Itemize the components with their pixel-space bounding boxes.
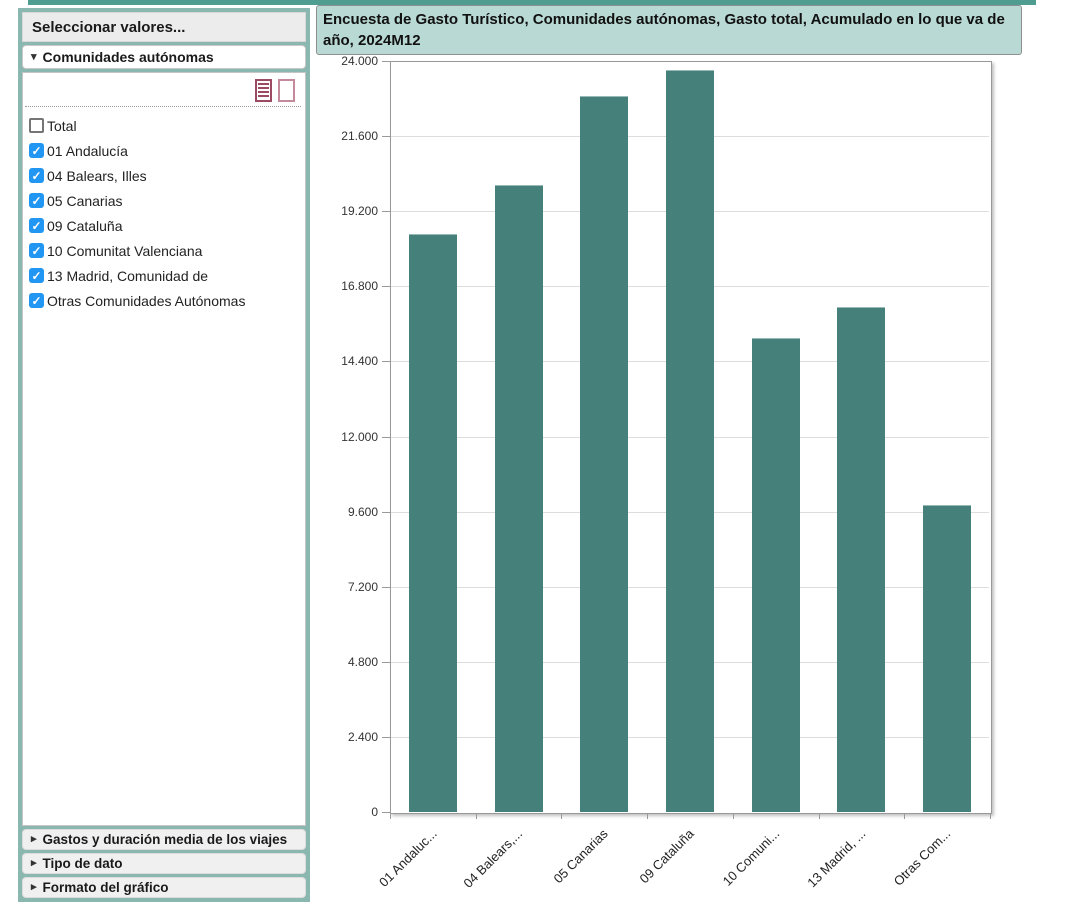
checkbox-row[interactable]: ✓ 05 Canarias (29, 188, 305, 213)
chevron-right-icon: ▸ (31, 881, 37, 893)
y-axis-tick-label: 14.400 (341, 354, 378, 369)
x-axis-tick (732, 813, 734, 819)
checkbox-row[interactable]: ✓ 10 Comunitat Valenciana (29, 238, 305, 263)
y-axis-tick-label: 2.400 (347, 729, 378, 744)
checkbox-label: 01 Andalucía (47, 142, 128, 159)
x-axis-tick (475, 813, 477, 819)
checkbox-list: Total ✓ 01 Andalucía ✓ 04 Balears, Illes ✓ 05 … (23, 111, 305, 313)
bar[interactable] (408, 234, 457, 812)
selection-sidebar: Seleccionar valores... ▾ Comunidades aut… (18, 8, 310, 902)
x-axis-tick (561, 813, 563, 819)
section-comunidades-autonomas[interactable]: ▾ Comunidades autónomas (22, 45, 306, 69)
checkbox-row[interactable]: Total (29, 113, 305, 138)
x-axis-tick-label: Otras Com... (891, 826, 954, 889)
top-accent-strip (28, 0, 1036, 5)
y-axis-tick-label: 7.200 (347, 579, 378, 594)
chevron-right-icon: ▸ (31, 833, 37, 845)
checkbox-label: Total (47, 117, 77, 134)
collapsed-section-label: Formato del gráfico (42, 880, 169, 895)
chart-title: Encuesta de Gasto Turístico, Comunidades… (316, 5, 1022, 55)
checkbox-label: 10 Comunitat Valenciana (47, 242, 203, 259)
x-axis-tick (390, 813, 391, 819)
checkbox-checked-icon[interactable]: ✓ (29, 193, 44, 208)
deselect-all-icon[interactable] (278, 79, 295, 102)
bar[interactable] (580, 96, 629, 812)
x-axis-tick (647, 813, 649, 819)
select-all-icon[interactable] (255, 79, 272, 102)
x-axis-tick-label: 10 Comuni... (719, 826, 783, 889)
x-axis-tick-label: 13 Madrid, ... (803, 826, 869, 891)
checkbox-label: 05 Canarias (47, 192, 123, 209)
checkbox-row[interactable]: ✓ 09 Cataluña (29, 213, 305, 238)
collapsed-section-header[interactable]: ▸ Formato del gráfico (22, 877, 306, 898)
checkbox-label: 09 Cataluña (47, 217, 123, 234)
x-axis-tick (990, 813, 991, 819)
bar[interactable] (837, 307, 886, 812)
checkbox-checked-icon[interactable]: ✓ (29, 168, 44, 183)
checkbox-unchecked-icon[interactable] (29, 118, 44, 133)
checkbox-checked-icon[interactable]: ✓ (29, 143, 44, 158)
dotted-separator (25, 106, 301, 107)
y-axis-tick (382, 812, 390, 813)
collapsed-sections: ▸ Gastos y duración media de los viajes ▸ T… (22, 829, 306, 898)
checkbox-checked-icon[interactable]: ✓ (29, 218, 44, 233)
y-axis-tick-label: 0 (371, 805, 378, 819)
collapsed-section-header[interactable]: ▸ Gastos y duración media de los viajes (22, 829, 306, 850)
y-axis-tick-label: 4.800 (347, 654, 378, 669)
x-axis-tick (818, 813, 820, 819)
values-list-panel: Total ✓ 01 Andalucía ✓ 04 Balears, Illes ✓ 05 … (22, 72, 306, 826)
x-axis-tick-label: 04 Balears,... (460, 826, 526, 891)
chevron-right-icon: ▸ (31, 857, 37, 869)
bar[interactable] (666, 69, 714, 812)
y-axis-tick-label: 9.600 (347, 504, 378, 519)
x-axis-tick (904, 813, 906, 819)
list-lines-glyph (258, 83, 269, 98)
collapsed-section-label: Tipo de dato (42, 856, 123, 871)
list-toolbar (23, 73, 305, 106)
sidebar-title: Seleccionar valores... (22, 12, 306, 42)
chevron-down-icon: ▾ (31, 50, 37, 63)
y-axis-tick (382, 586, 390, 588)
checkbox-checked-icon[interactable]: ✓ (29, 268, 44, 283)
checkbox-row[interactable]: ✓ 01 Andalucía (29, 138, 305, 163)
checkbox-row[interactable]: ✓ 13 Madrid, Comunidad de (29, 263, 305, 288)
collapsed-section-header[interactable]: ▸ Tipo de dato (22, 853, 306, 874)
collapsed-section-label: Gastos y duración media de los viajes (42, 832, 288, 847)
checkbox-checked-icon[interactable]: ✓ (29, 243, 44, 258)
y-axis-tick (382, 661, 390, 663)
y-axis-tick (382, 436, 390, 438)
y-axis-tick-label: 24.000 (341, 54, 378, 68)
bar[interactable] (923, 505, 972, 812)
y-axis-tick-label: 19.200 (341, 204, 378, 219)
y-axis-tick (382, 511, 390, 513)
y-axis-tick (382, 136, 390, 138)
x-axis-tick-label: 09 Cataluña (636, 826, 697, 887)
y-axis-tick-label: 21.600 (341, 129, 378, 144)
checkbox-label: Otras Comunidades Autónomas (47, 292, 246, 309)
y-axis-tick (382, 211, 390, 213)
y-axis-tick (382, 361, 390, 363)
x-axis-tick-label: 01 Andaluc... (375, 826, 440, 890)
y-axis-tick-label: 16.800 (341, 279, 378, 294)
x-axis-tick-label: 05 Canarias (550, 826, 611, 887)
checkbox-checked-icon[interactable]: ✓ (29, 293, 44, 308)
y-axis-tick (382, 61, 390, 62)
checkbox-label: 13 Madrid, Comunidad de (47, 267, 209, 284)
section-label: Comunidades autónomas (42, 49, 214, 65)
y-axis-tick (382, 736, 390, 738)
bar[interactable] (494, 184, 543, 812)
y-axis-tick-label: 12.000 (341, 429, 378, 444)
checkbox-row[interactable]: ✓ 04 Balears, Illes (29, 163, 305, 188)
checkbox-row[interactable]: ✓ Otras Comunidades Autónomas (29, 288, 305, 313)
checkbox-label: 04 Balears, Illes (47, 167, 147, 184)
bar[interactable] (751, 337, 800, 812)
y-axis-tick (382, 286, 390, 288)
